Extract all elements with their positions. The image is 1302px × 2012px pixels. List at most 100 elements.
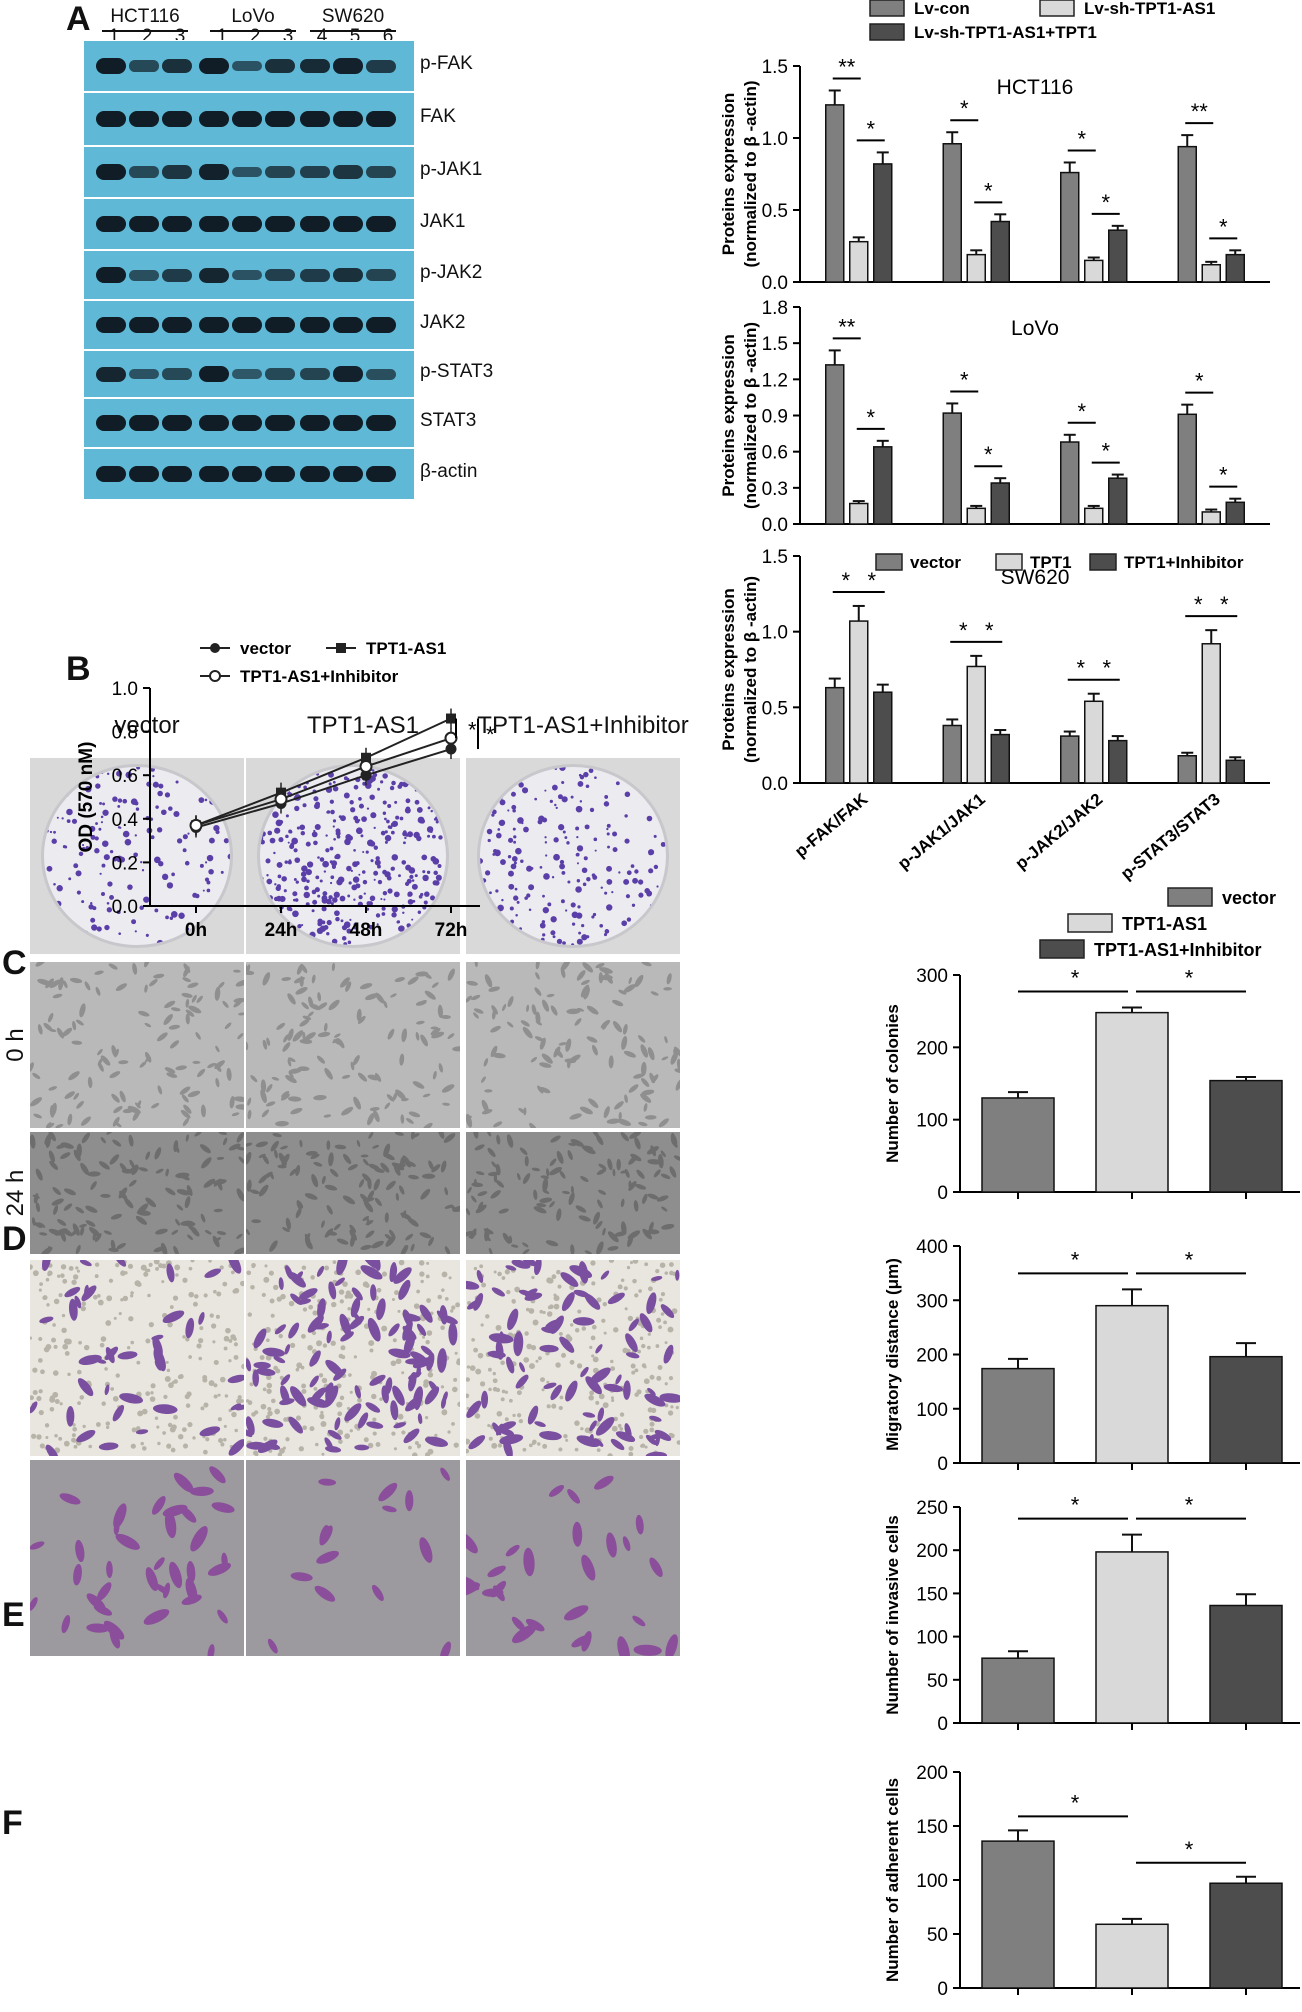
cell-dot	[562, 1190, 571, 1195]
cell-dot	[85, 785, 92, 793]
bar	[825, 686, 845, 784]
cell-dot	[408, 1111, 421, 1118]
blot-band	[265, 368, 295, 380]
cell-dot	[474, 1144, 485, 1151]
cell-dot	[311, 889, 317, 895]
blot-band	[129, 111, 159, 127]
cell-dot	[156, 827, 163, 833]
cell-dot	[661, 881, 666, 886]
cell-dot	[35, 1202, 41, 1213]
cell-dot	[296, 963, 303, 975]
cell-dot	[552, 935, 556, 939]
cell-dot	[643, 1103, 648, 1112]
y-tick-label: 200	[916, 1541, 948, 1562]
cell-dot	[411, 918, 414, 921]
cell-dot	[120, 1270, 126, 1276]
cell-dot	[329, 846, 334, 851]
cell-dot	[416, 1289, 421, 1294]
cell-dot	[275, 819, 283, 827]
cell-dot	[261, 1109, 270, 1118]
bar	[1095, 1923, 1169, 1989]
cell-dot	[192, 1301, 198, 1307]
cell-dot	[405, 834, 409, 837]
cell-dot	[285, 1074, 297, 1084]
cell-dot	[316, 1055, 326, 1064]
cell-dot	[384, 1212, 389, 1223]
cell-dot	[233, 1342, 238, 1347]
cell-dot	[145, 1197, 157, 1208]
cell-dot	[182, 1443, 189, 1449]
cell-dot	[270, 1313, 275, 1318]
cell-dot	[77, 1369, 82, 1375]
cell-dot	[466, 1231, 473, 1237]
cell-dot	[348, 881, 352, 885]
cell-dot	[76, 1019, 84, 1026]
legend-swatch	[875, 553, 903, 571]
cell-dot	[507, 809, 510, 812]
data-point	[189, 818, 203, 832]
cell-dot	[661, 1223, 675, 1230]
cell-dot	[58, 1436, 63, 1441]
cell-dot	[375, 856, 380, 861]
cell-dot	[326, 919, 332, 926]
cell-dot	[118, 932, 122, 935]
cell-dot	[235, 1104, 244, 1110]
cell-dot	[386, 819, 390, 824]
cell-dot	[447, 1430, 451, 1434]
cell-dot	[153, 1260, 160, 1265]
cell-dot	[251, 1219, 262, 1224]
cell-dot	[426, 777, 433, 784]
cell-dot	[379, 1397, 383, 1401]
cell-dot	[571, 911, 579, 919]
cell-dot	[439, 767, 445, 770]
cell-dot	[520, 859, 524, 863]
wound-image	[246, 962, 460, 1128]
cell-dot	[362, 851, 365, 854]
cell-dot	[399, 1053, 405, 1066]
cell-dot	[607, 1246, 619, 1251]
blot-strip-pjak2	[84, 250, 414, 299]
cell-dot	[100, 1193, 111, 1198]
cell-texture	[30, 962, 244, 1128]
cell-dot	[216, 1291, 222, 1297]
bar	[981, 1840, 1055, 1989]
cell-dot	[607, 1158, 613, 1171]
cell-dot	[402, 1155, 412, 1168]
cell-dot	[124, 838, 132, 846]
cell-dot	[500, 859, 506, 865]
cell-dot	[46, 865, 53, 872]
cell-dot	[288, 1068, 302, 1074]
cell-dot	[100, 821, 103, 824]
cell-dot	[576, 938, 583, 945]
cell-dot	[427, 806, 431, 810]
cell-dot	[172, 1295, 179, 1301]
cell-dot	[539, 1037, 546, 1050]
cell-dot	[328, 782, 332, 786]
cell-dot	[444, 1246, 451, 1254]
cell-dot	[270, 923, 277, 930]
cell-dot	[549, 1201, 555, 1208]
cell-dot	[397, 784, 403, 789]
cell-dot	[328, 895, 333, 900]
cell-dot	[198, 797, 205, 803]
cell-dot	[267, 830, 273, 836]
cell-dot	[392, 1091, 398, 1101]
cell-dot	[220, 1442, 225, 1447]
cell-dot	[432, 924, 435, 927]
cell-dot	[411, 883, 418, 890]
cell-dot	[499, 799, 506, 806]
cell-dot	[199, 863, 204, 868]
cell-dot	[110, 1387, 115, 1391]
cell-dot	[398, 874, 401, 878]
cell-dot	[366, 839, 374, 847]
blot-band	[232, 111, 262, 127]
cell-dot	[36, 1395, 42, 1402]
y-axis-label: (normalized to β -actin)	[741, 81, 760, 268]
cell-dot	[326, 932, 330, 936]
cell-dot	[393, 891, 400, 898]
cell-dot	[320, 1410, 324, 1415]
cell-dot	[473, 1008, 484, 1014]
significance-mark: *	[959, 618, 968, 643]
cell-dot	[229, 767, 230, 772]
